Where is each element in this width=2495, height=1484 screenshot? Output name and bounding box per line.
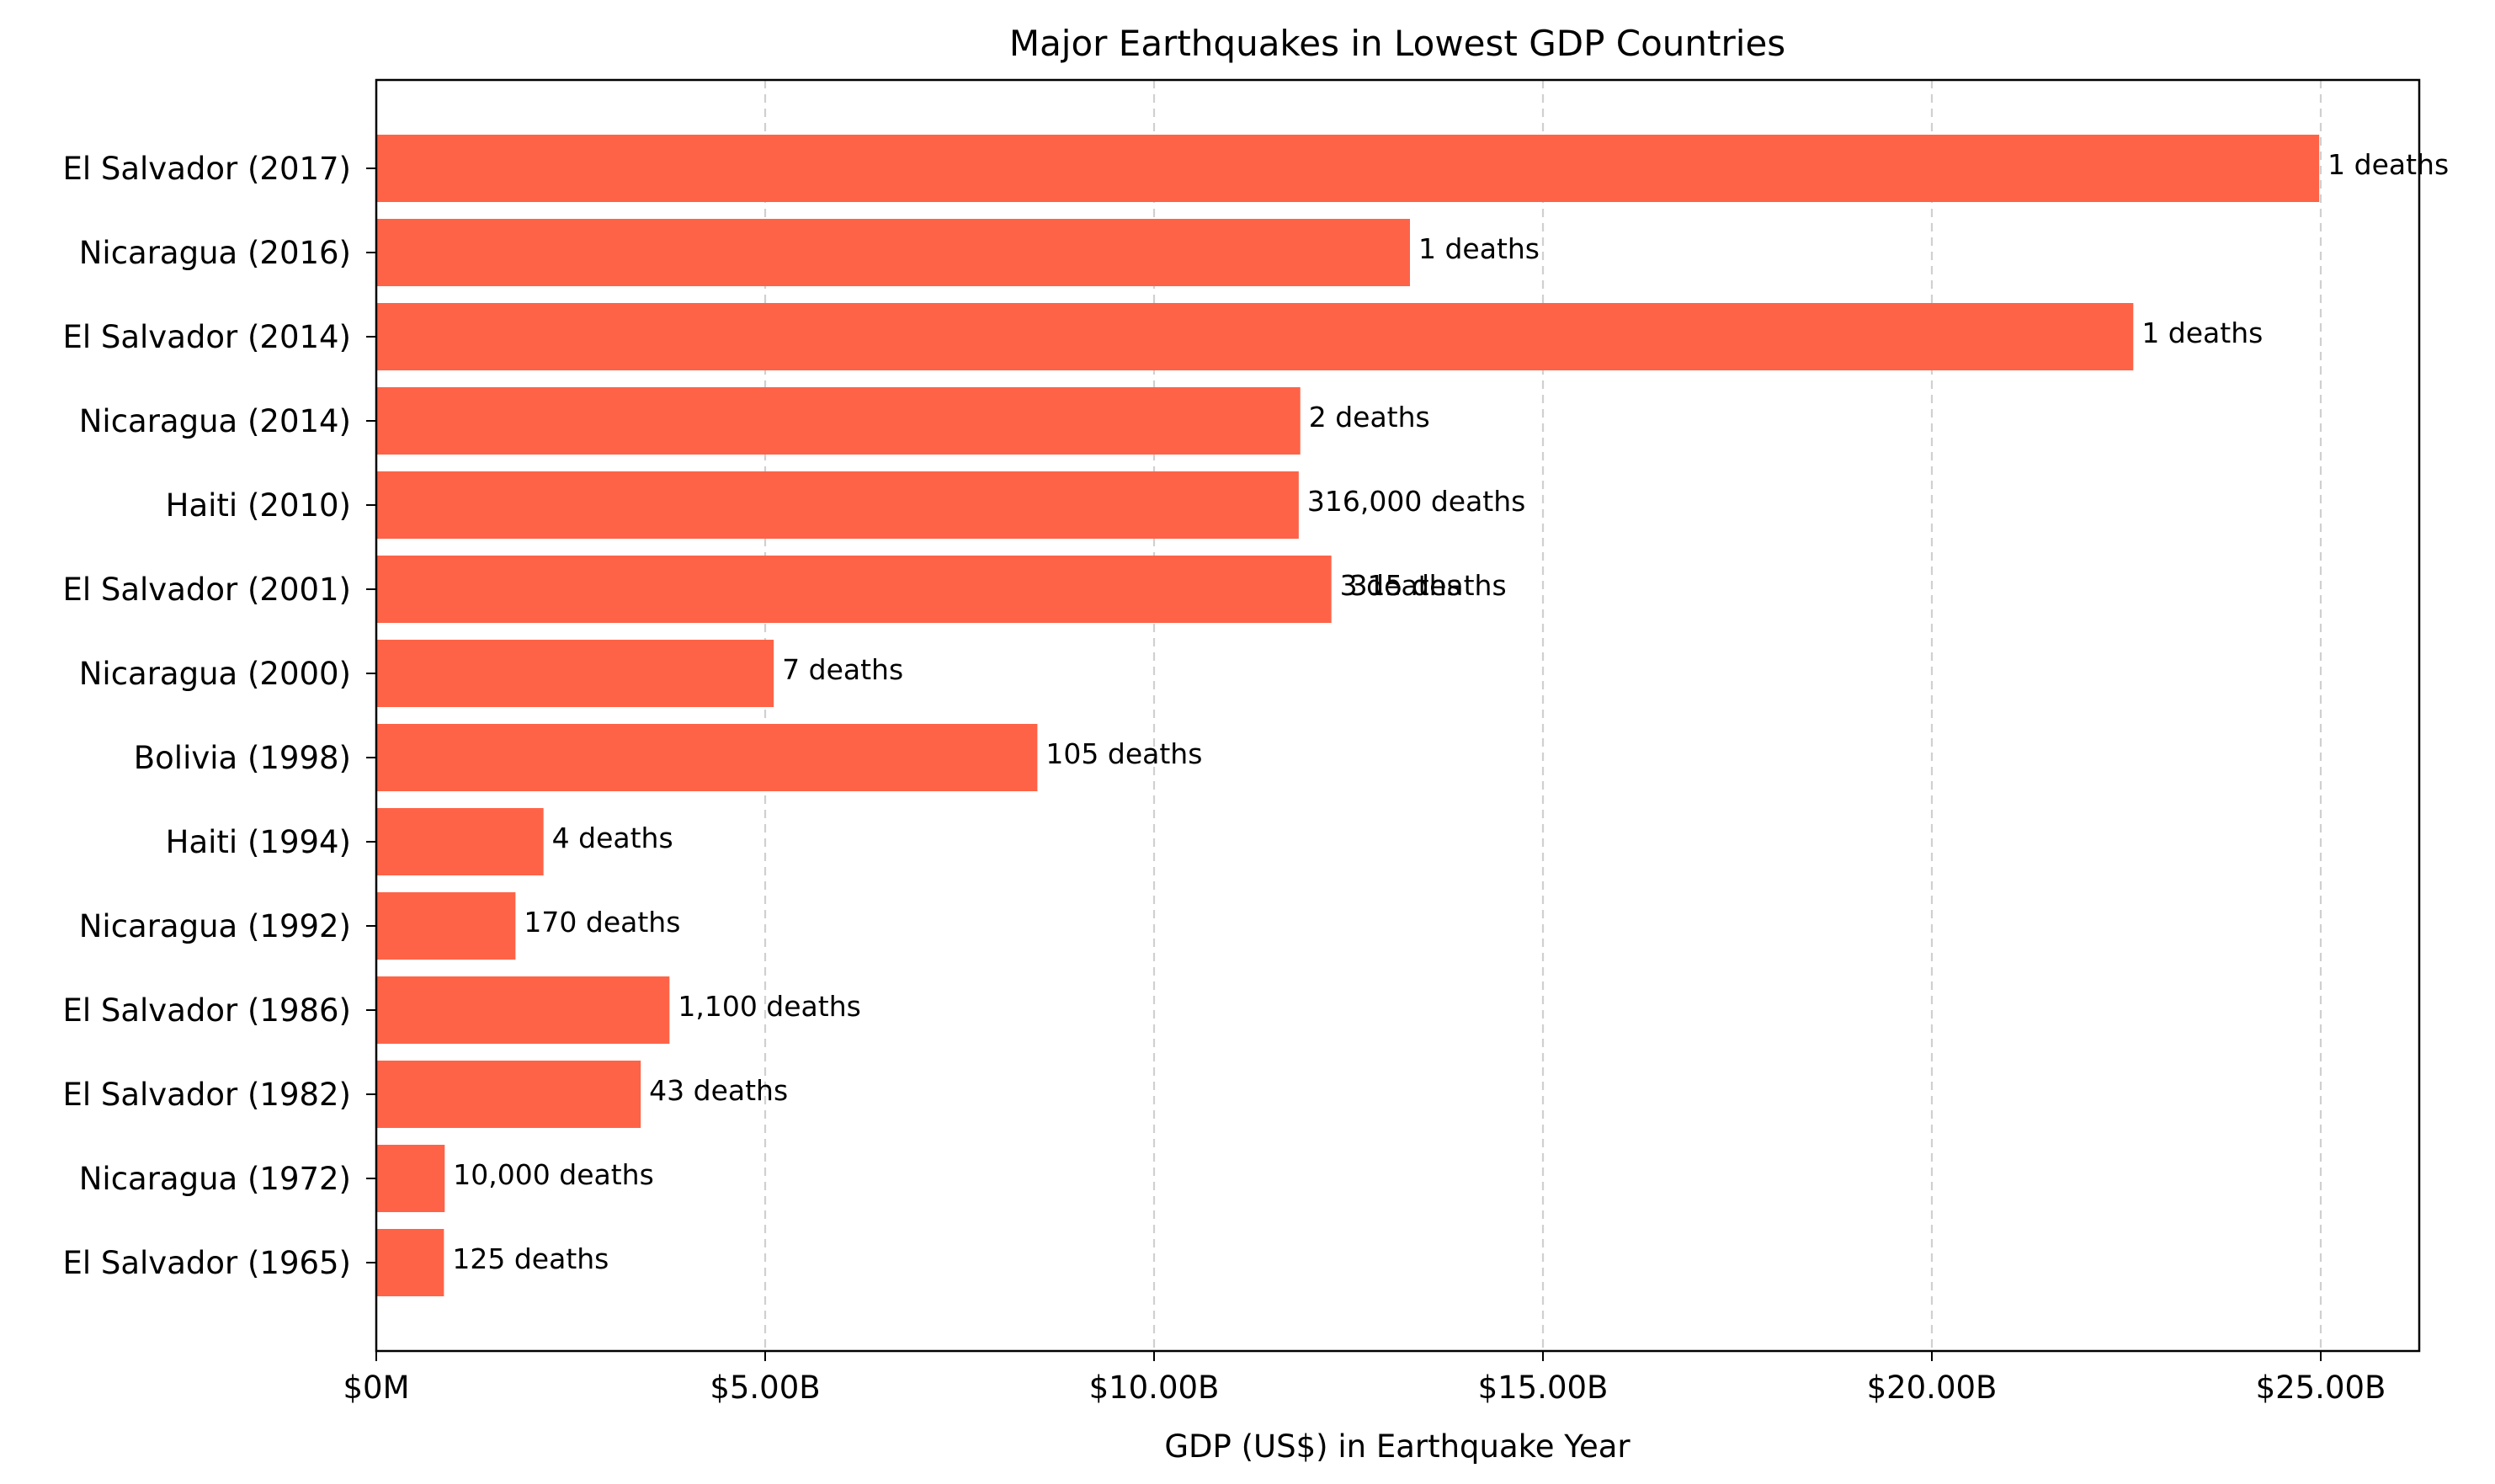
- bar: [376, 892, 516, 960]
- x-tick-label: $10.00B: [1089, 1370, 1220, 1406]
- y-tick-label: Haiti (1994): [166, 824, 351, 860]
- bar-value-label: 1 deaths: [1418, 232, 1540, 265]
- x-tick-label: $15.00B: [1478, 1370, 1609, 1406]
- bar: [376, 303, 2134, 370]
- bar-value-label: 7 deaths: [782, 653, 903, 686]
- bar-value-label: 1 deaths: [2327, 148, 2449, 181]
- bar-value-label: 10,000 deaths: [453, 1158, 653, 1191]
- y-axis-ticks: El Salvador (2017) Nicaragua (2016) El Sal…: [62, 151, 376, 1281]
- bar-value-label: 4 deaths: [552, 822, 673, 854]
- x-tick-label: $0M: [343, 1370, 409, 1406]
- plot-frame: [375, 78, 2421, 1353]
- y-tick-label: El Salvador (1986): [62, 992, 351, 1029]
- bar-value-label: 1,100 deaths: [678, 990, 860, 1023]
- x-gridlines: [763, 80, 2322, 1351]
- x-tick-label: $20.00B: [1867, 1370, 1998, 1406]
- bar: [376, 724, 1038, 791]
- bars: [376, 135, 2320, 1296]
- bar-value-label: 316,000 deaths: [1307, 485, 1525, 518]
- bar-value-label: 315 deaths: [1350, 569, 1507, 602]
- bar-value-label: 1 deaths: [2141, 316, 2263, 349]
- bar: [376, 387, 1301, 455]
- bar: [376, 556, 1332, 623]
- x-tick-label: $5.00B: [710, 1370, 820, 1406]
- y-tick-label: Nicaragua (2016): [79, 235, 351, 271]
- y-tick-label: Nicaragua (2000): [79, 656, 351, 692]
- bar: [376, 219, 1410, 286]
- y-tick-label: Nicaragua (2014): [79, 403, 351, 439]
- y-tick-label: Nicaragua (1972): [79, 1161, 351, 1197]
- y-tick-label: El Salvador (2017): [62, 151, 351, 187]
- bar-value-label: 125 deaths: [452, 1242, 609, 1275]
- bar: [376, 1061, 641, 1128]
- bar: [376, 1145, 445, 1212]
- bar-value-label: 105 deaths: [1045, 737, 1202, 770]
- y-tick-label: El Salvador (2001): [62, 572, 351, 608]
- bar: [376, 976, 670, 1044]
- bar-value-label: 2 deaths: [1309, 401, 1430, 433]
- bar-value-labels: 1 deaths 1 deaths 1 deaths 2 deaths 316,000 …: [452, 148, 2449, 1275]
- y-tick-label: Haiti (2010): [166, 487, 351, 524]
- bar: [376, 808, 544, 875]
- bar-value-label: 170 deaths: [524, 906, 680, 939]
- x-axis-ticks: $0M $5.00B $10.00B $15.00B $20.00B $25.00B: [343, 1351, 2386, 1406]
- x-axis-label: GDP (US$) in Earthquake Year: [1164, 1428, 1631, 1465]
- x-tick-label: $25.00B: [2256, 1370, 2386, 1406]
- y-tick-label: El Salvador (2014): [62, 319, 351, 355]
- chart-title: Major Earthquakes in Lowest GDP Countrie…: [1009, 23, 1785, 64]
- y-tick-label: El Salvador (1965): [62, 1245, 351, 1281]
- bar: [376, 1229, 444, 1296]
- y-tick-label: Nicaragua (1992): [79, 908, 351, 944]
- bar-value-label: 43 deaths: [649, 1074, 788, 1107]
- bar: [376, 640, 774, 707]
- bar: [376, 471, 1299, 539]
- bar-value-label: 3 deaths: [1340, 569, 1461, 602]
- bar: [376, 135, 2320, 202]
- y-tick-label: El Salvador (1982): [62, 1077, 351, 1113]
- y-tick-label: Bolivia (1998): [134, 740, 351, 776]
